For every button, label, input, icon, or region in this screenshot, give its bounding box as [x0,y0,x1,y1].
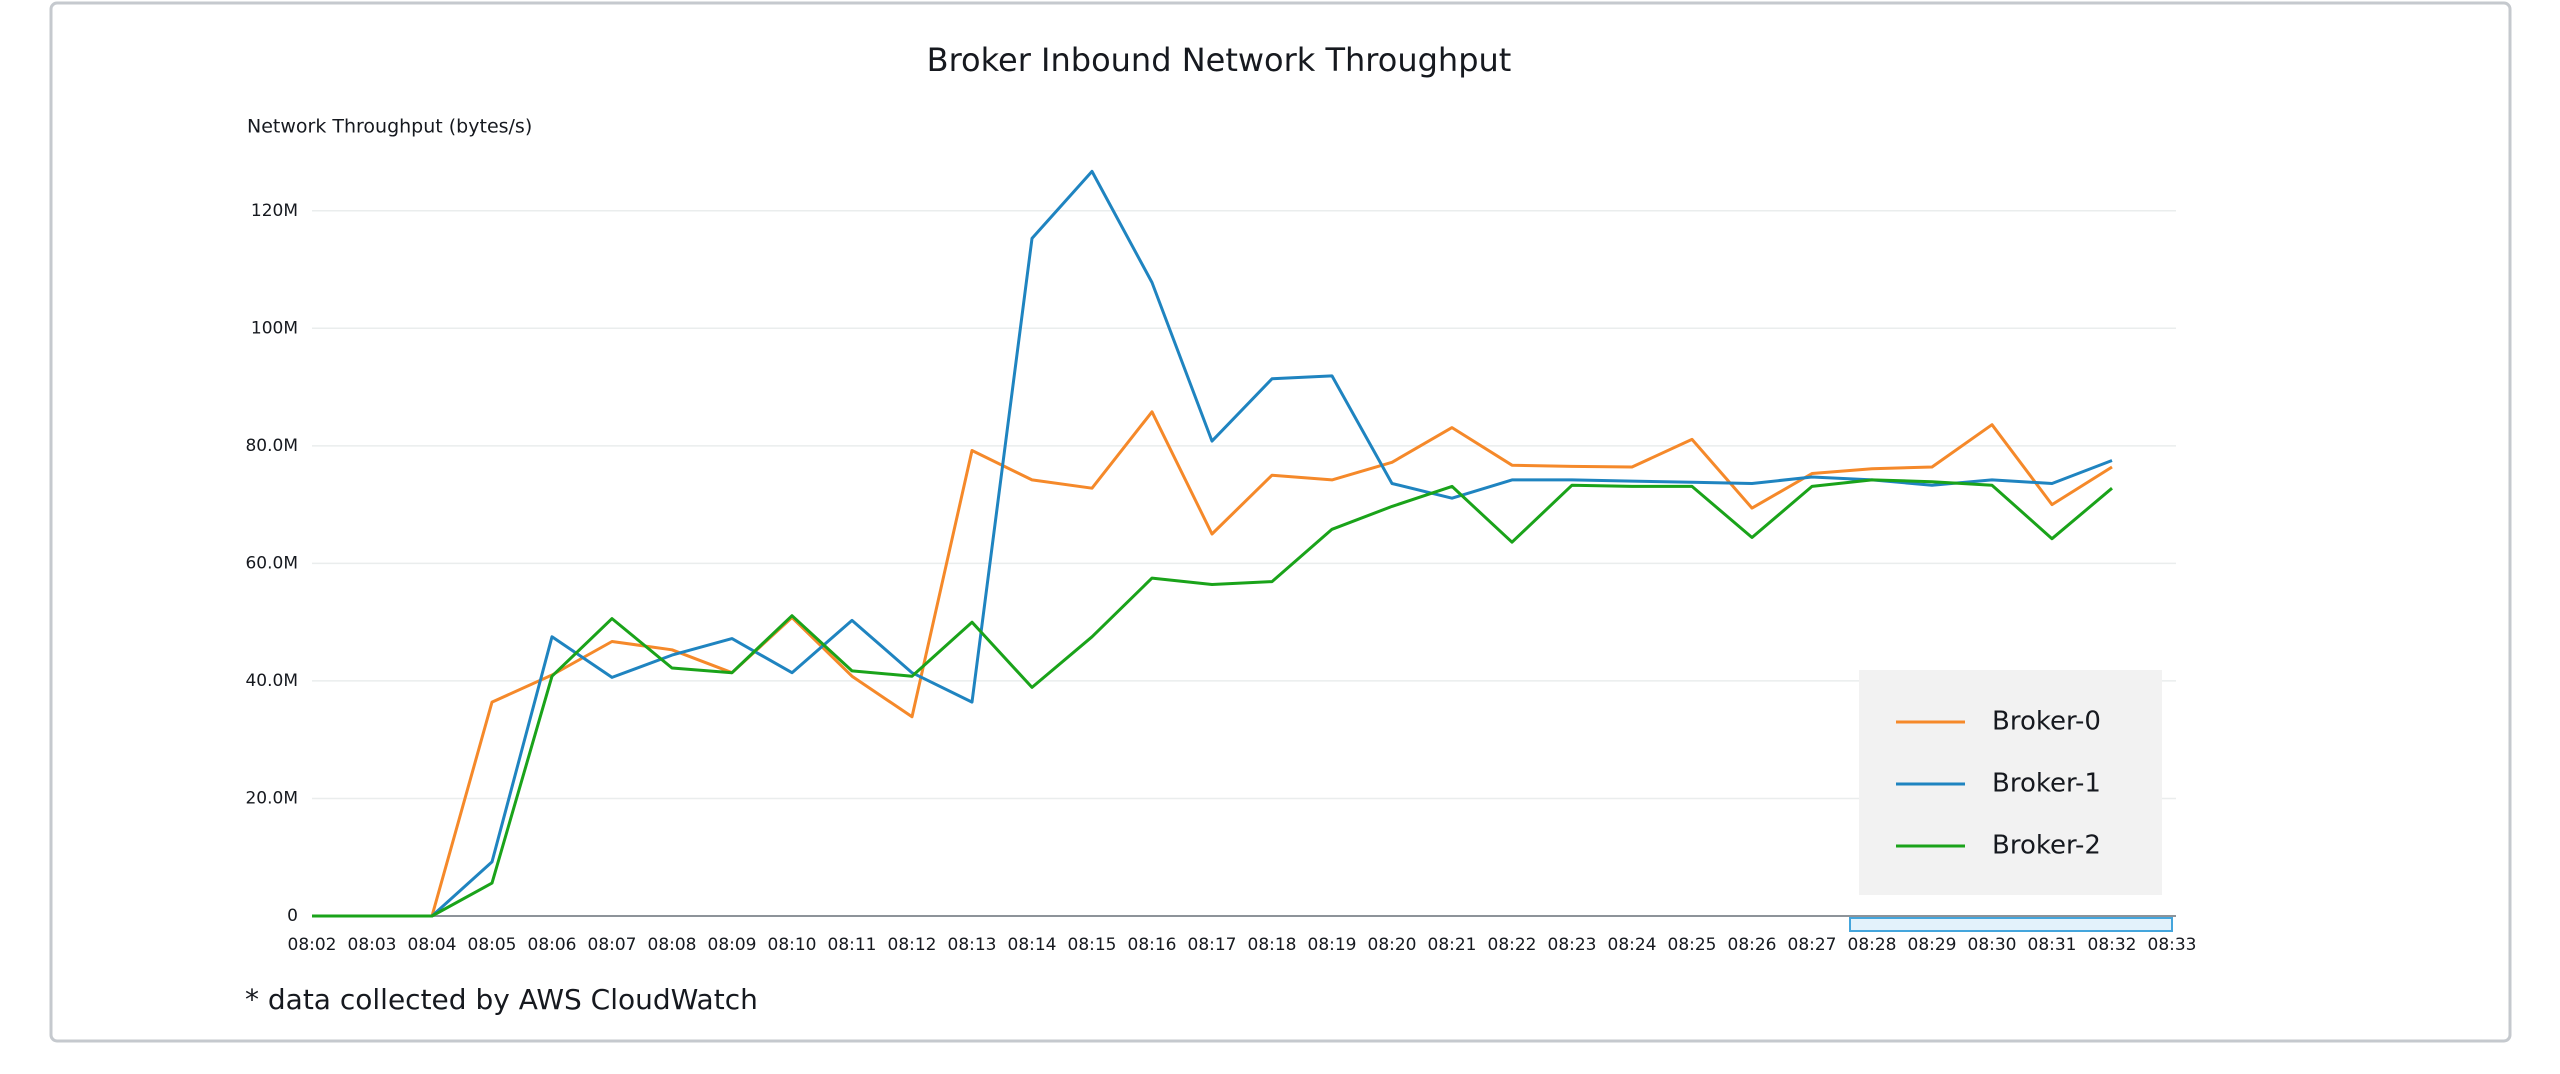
range-brush[interactable] [1849,917,2173,932]
x-tick-label: 08:30 [1968,935,2017,955]
legend-label: Broker-1 [1992,769,2101,799]
x-tick-label: 08:17 [1188,935,1237,955]
chart-title: Broker Inbound Network Throughput [927,41,1512,79]
x-tick-label: 08:29 [1908,935,1957,955]
x-tick-label: 08:22 [1488,935,1537,955]
y-tick-label: 120M [251,201,298,221]
series-line [312,410,2113,918]
y-tick-label: 60.0M [245,553,298,573]
y-tick-label: 0 [287,906,298,926]
x-tick-label: 08:07 [588,935,637,955]
x-tick-label: 08:12 [888,935,937,955]
x-tick-label: 08:28 [1848,935,1897,955]
y-tick-label: 40.0M [245,671,298,691]
x-tick-label: 08:04 [408,935,457,955]
y-tick-label: 20.0M [245,788,298,808]
x-tick-label: 08:11 [828,935,877,955]
x-tick-label: 08:05 [468,935,517,955]
x-tick-label: 08:19 [1308,935,1357,955]
x-tick-label: 08:02 [288,935,337,955]
footnote: * data collected by AWS CloudWatch [245,983,758,1016]
legend-label: Broker-2 [1992,831,2101,861]
x-tick-label: 08:09 [708,935,757,955]
series-line [312,169,2113,918]
x-tick-label: 08:20 [1368,935,1417,955]
y-tick-label: 80.0M [245,436,298,456]
legend-label: Broker-0 [1992,707,2101,737]
series-line [312,478,2113,918]
y-axis-label: Network Throughput (bytes/s) [247,116,532,138]
x-tick-label: 08:03 [348,935,397,955]
x-tick-label: 08:16 [1128,935,1177,955]
x-tick-label: 08:27 [1788,935,1837,955]
x-tick-label: 08:23 [1548,935,1597,955]
x-tick-label: 08:26 [1728,935,1777,955]
x-tick-label: 08:10 [768,935,817,955]
y-tick-label: 100M [251,318,298,338]
x-tick-label: 08:32 [2088,935,2137,955]
x-tick-label: 08:24 [1608,935,1657,955]
x-tick-label: 08:14 [1008,935,1057,955]
x-tick-label: 08:21 [1428,935,1477,955]
x-tick-label: 08:06 [528,935,577,955]
x-tick-label: 08:13 [948,935,997,955]
x-tick-label: 08:15 [1068,935,1117,955]
x-tick-label: 08:25 [1668,935,1717,955]
x-tick-label: 08:08 [648,935,697,955]
legend: Broker-0 Broker-1 Broker-2 [1859,670,2162,895]
x-tick-label: 08:18 [1248,935,1297,955]
x-tick-label: 08:31 [2028,935,2077,955]
x-tick-label: 08:33 [2148,935,2197,955]
